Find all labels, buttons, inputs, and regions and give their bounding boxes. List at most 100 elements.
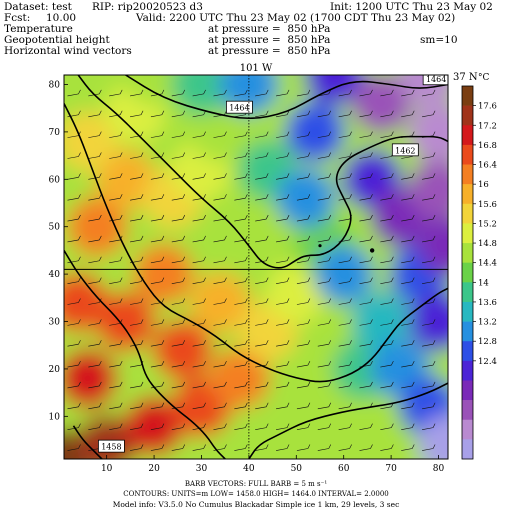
wind-barb — [401, 89, 415, 97]
wind-barb — [171, 235, 186, 243]
colorbar-swatch — [462, 419, 473, 440]
wind-barb — [234, 194, 248, 201]
wind-barb — [213, 381, 227, 389]
wind-barb — [150, 402, 165, 410]
wind-barb — [192, 423, 206, 430]
colorbar-swatch — [462, 105, 473, 126]
colorbar-level: 12.4 — [478, 357, 497, 367]
wind-barb — [67, 89, 81, 97]
wind-barb — [296, 256, 311, 264]
wind-barb — [255, 194, 269, 201]
wind-barb — [401, 194, 415, 201]
wind-barb — [296, 277, 311, 284]
wind-barb — [276, 319, 290, 326]
wind-barb — [150, 214, 165, 222]
wind-barb — [296, 214, 311, 222]
y-tick-label: 20 — [49, 365, 61, 375]
wind-barb — [380, 256, 394, 264]
wind-barb — [422, 89, 436, 97]
y-tick-label: 70 — [49, 128, 61, 138]
wind-barb — [109, 89, 123, 97]
wind-barb — [359, 131, 373, 138]
colorbar-level: 14 — [478, 278, 489, 288]
contour-dot — [318, 244, 322, 248]
wind-barb — [67, 319, 81, 326]
wind-barb — [67, 152, 81, 159]
wind-barb — [422, 360, 436, 368]
wind-barb — [276, 173, 290, 180]
wind-barb — [317, 214, 332, 222]
wind-barb — [88, 89, 102, 97]
wind-barb — [401, 173, 415, 180]
wind-barb — [234, 360, 248, 368]
wind-barb — [401, 277, 415, 284]
wind-barb — [317, 152, 332, 159]
wind-barb — [88, 214, 102, 222]
wind-barb — [359, 235, 373, 243]
wind-barb — [67, 444, 81, 451]
wind-barb — [171, 381, 186, 389]
wind-barb — [171, 214, 186, 222]
wind-barb — [150, 423, 165, 430]
wind-barb — [67, 277, 81, 284]
wind-barb — [213, 235, 227, 243]
wind-barb — [109, 340, 123, 347]
wind-barb — [422, 340, 436, 347]
svg-text:1464: 1464 — [229, 104, 249, 113]
wind-barb — [130, 402, 144, 410]
wind-barb — [422, 319, 436, 326]
wind-barb — [171, 444, 186, 451]
wind-barb — [109, 402, 123, 410]
wind-barb — [422, 235, 436, 243]
wind-barb — [130, 214, 144, 222]
wind-barb — [88, 402, 102, 410]
wind-barb — [380, 402, 394, 410]
wind-barb — [234, 340, 248, 347]
height-contour — [248, 382, 448, 459]
wind-barb — [109, 360, 123, 368]
colorbar-swatch — [462, 223, 473, 244]
wind-barb — [213, 319, 227, 326]
wind-barb — [401, 360, 415, 368]
contour-dot — [369, 248, 375, 253]
fcst-value: 10.00 — [46, 12, 77, 24]
wind-barb — [88, 381, 102, 389]
colorbar-swatch — [462, 144, 473, 165]
colorbar-level: 16.4 — [478, 161, 497, 171]
wind-barb — [150, 152, 165, 159]
wind-barb — [88, 131, 102, 138]
contour-label: 1462 — [391, 143, 419, 157]
wind-barb — [296, 89, 311, 97]
wind-barb — [130, 110, 144, 118]
wind-barb — [359, 381, 373, 389]
wind-barb — [338, 131, 352, 138]
wind-barb — [192, 360, 206, 368]
wind-barb — [130, 152, 144, 159]
wind-barb — [88, 319, 102, 326]
colorbar-level: 12.8 — [478, 337, 497, 347]
wind-barb — [380, 194, 394, 201]
wind-barb — [234, 131, 248, 138]
colorbar-unit: °C — [478, 73, 490, 83]
wind-barb — [192, 277, 206, 284]
wind-barb — [296, 110, 311, 118]
wind-barb — [338, 89, 352, 97]
wind-barb — [317, 319, 332, 326]
wind-barb — [317, 360, 332, 368]
colorbar-level: 13.2 — [478, 318, 497, 328]
wind-barb — [276, 131, 290, 138]
wind-barb — [317, 89, 332, 97]
wind-barb — [213, 423, 227, 430]
wind-barb — [192, 131, 206, 138]
wind-barb — [276, 340, 290, 347]
y-tick-label: 50 — [49, 223, 61, 233]
height-contour — [72, 425, 103, 459]
wind-barb — [234, 214, 248, 222]
wind-barb — [317, 131, 332, 138]
colorbar-level: 17.2 — [478, 121, 497, 131]
wind-barb — [401, 319, 415, 326]
wind-barb — [380, 110, 394, 118]
dataset-label: Dataset: test — [4, 1, 72, 13]
wind-barb — [380, 444, 394, 451]
wind-barb — [109, 381, 123, 389]
